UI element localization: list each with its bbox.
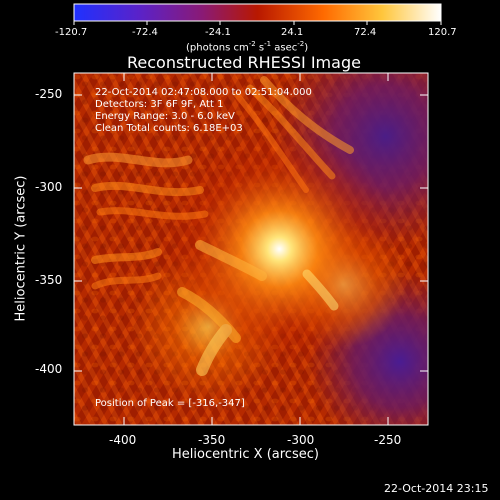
peak-position-text: Position of Peak = [-316,-347] bbox=[95, 398, 245, 409]
colorbar-tick-label-5: 120.7 bbox=[428, 27, 457, 38]
y-tick-label-0: -250 bbox=[35, 87, 63, 101]
info-line-3: Energy Range: 3.0 - 6.0 keV bbox=[95, 111, 235, 122]
colorbar-unit-label: (photons cm-2 s-1 asec-2) bbox=[186, 40, 308, 53]
y-axis-label: Heliocentric Y (arcsec) bbox=[13, 175, 29, 322]
x-tick-label-1: -350 bbox=[198, 433, 226, 447]
info-line-4: Clean Total counts: 6.18E+03 bbox=[95, 123, 243, 134]
colorbar-unit-exponent-1: -2 bbox=[248, 40, 256, 48]
plot-title: Reconstructed RHESSI Image bbox=[127, 53, 361, 72]
colorbar-ticks bbox=[73, 21, 442, 25]
plot-frame bbox=[73, 72, 429, 426]
info-line-1: 22-Oct-2014 02:47:08.000 to 02:51:04.000 bbox=[95, 87, 312, 98]
y-tick-label-1: -300 bbox=[35, 180, 63, 194]
colorbar bbox=[73, 3, 442, 22]
colorbar-tick-label-4: 72.4 bbox=[354, 27, 377, 38]
y-tick-label-2: -350 bbox=[35, 273, 63, 287]
x-tick-label-3: -250 bbox=[374, 433, 402, 447]
x-axis-label: Heliocentric X (arcsec) bbox=[172, 447, 319, 462]
info-line-2: Detectors: 3F 6F 9F, Att 1 bbox=[95, 99, 224, 110]
y-tick-label-3: -400 bbox=[35, 362, 63, 376]
y-axis-ticks bbox=[74, 94, 428, 372]
colorbar-tick-label-0: -120.7 bbox=[55, 27, 88, 38]
colorbar-unit-exponent-2: -1 bbox=[264, 40, 272, 48]
colorbar-unit-prefix: (photons cm bbox=[186, 42, 249, 54]
colorbar-unit-mid: s bbox=[255, 42, 265, 54]
image-structure bbox=[83, 76, 354, 376]
footer-timestamp: 22-Oct-2014 23:15 bbox=[384, 482, 489, 495]
x-tick-label-2: -300 bbox=[287, 433, 315, 447]
colorbar-tick-label-1: -72.4 bbox=[132, 27, 158, 38]
colorbar-unit-exponent-3: -2 bbox=[297, 40, 305, 48]
colorbar-unit-suffix: ) bbox=[304, 42, 309, 54]
colorbar-unit-mid-2: asec bbox=[271, 42, 298, 54]
x-tick-label-0: -400 bbox=[109, 433, 137, 447]
colorbar-tick-label-3: 24.1 bbox=[281, 27, 304, 38]
x-axis-ticks bbox=[123, 73, 389, 425]
colorbar-tick-label-2: -24.1 bbox=[205, 27, 231, 38]
